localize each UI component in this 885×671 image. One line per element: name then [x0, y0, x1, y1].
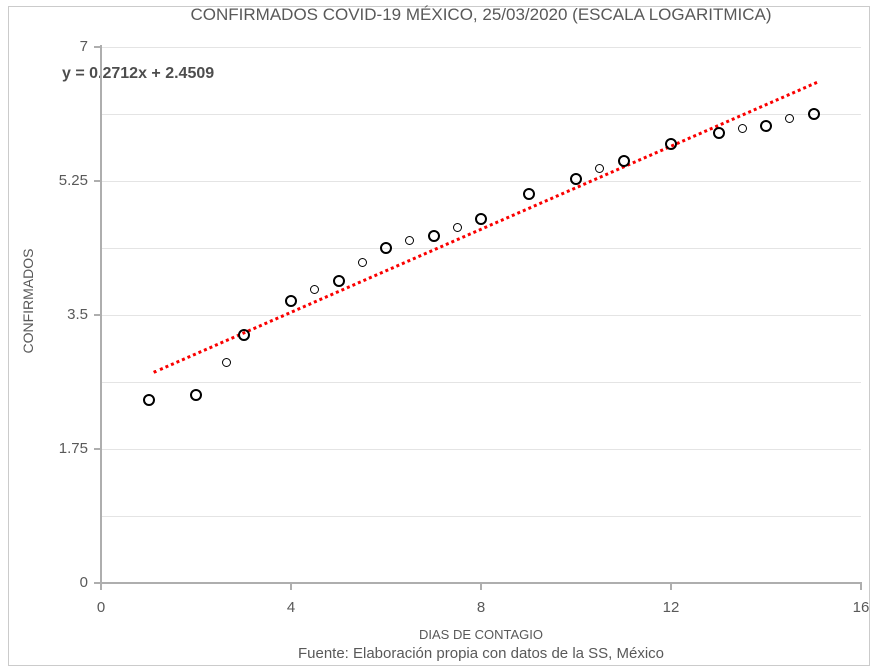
y-tick [94, 582, 101, 584]
y-tick-label: 3.5 [67, 306, 88, 323]
data-point-large [380, 241, 392, 254]
data-point-small [310, 285, 320, 295]
x-tick [860, 584, 862, 590]
x-tick [480, 584, 482, 590]
y-axis-title: CONFIRMADOS [20, 248, 36, 354]
data-point-large [760, 119, 772, 132]
data-point-large [807, 107, 820, 120]
data-point-large [285, 294, 297, 307]
y-tick [94, 314, 101, 316]
data-point-large [142, 394, 155, 406]
gridline [101, 382, 861, 383]
x-axis-line [94, 582, 862, 584]
data-point-large [570, 172, 582, 185]
x-tick [670, 584, 672, 590]
y-tick-label: 0 [79, 574, 88, 591]
y-axis-line [100, 45, 102, 590]
x-tick-label: 12 [662, 599, 680, 616]
gridline [101, 47, 861, 48]
gridline [101, 181, 861, 182]
gridline [101, 449, 861, 450]
data-point-small [785, 113, 795, 123]
data-point-small [737, 123, 747, 133]
y-tick-label: 7 [79, 38, 88, 55]
gridline [101, 114, 861, 115]
x-tick-label: 4 [286, 599, 296, 616]
x-tick-label: 16 [852, 599, 870, 616]
trendline-equation-label: y = 0.2712x + 2.4509 [62, 65, 215, 82]
gridline [101, 516, 861, 517]
y-tick-label: 5.25 [58, 172, 88, 189]
data-point-large [522, 188, 535, 200]
chart-title: CONFIRMADOS COVID-19 MÉXICO, 25/03/2020 … [190, 5, 772, 24]
data-point-small [222, 358, 232, 367]
data-point-small [405, 236, 415, 246]
chart-frame [8, 6, 870, 666]
y-tick [94, 46, 101, 48]
y-tick [94, 448, 101, 450]
data-point-small [357, 258, 367, 268]
gridline [101, 315, 861, 316]
data-point-large [475, 213, 487, 226]
y-tick [94, 180, 101, 182]
data-point-large [665, 138, 677, 151]
x-axis-title: DIAS DE CONTAGIO [419, 627, 543, 642]
data-point-large [427, 230, 440, 243]
data-point-large [190, 389, 202, 402]
source-note: Fuente: Elaboración propia con datos de … [297, 645, 665, 662]
data-point-small [595, 164, 605, 174]
y-tick-label: 1.75 [58, 440, 88, 457]
x-tick-label: 0 [96, 599, 106, 616]
data-point-large [237, 328, 250, 341]
data-point-large [712, 126, 725, 139]
data-point-large [332, 274, 345, 287]
x-tick-label: 8 [476, 599, 486, 616]
x-tick [290, 584, 292, 590]
data-point-large [617, 155, 630, 168]
data-point-small [452, 223, 462, 233]
gridline [101, 248, 861, 249]
